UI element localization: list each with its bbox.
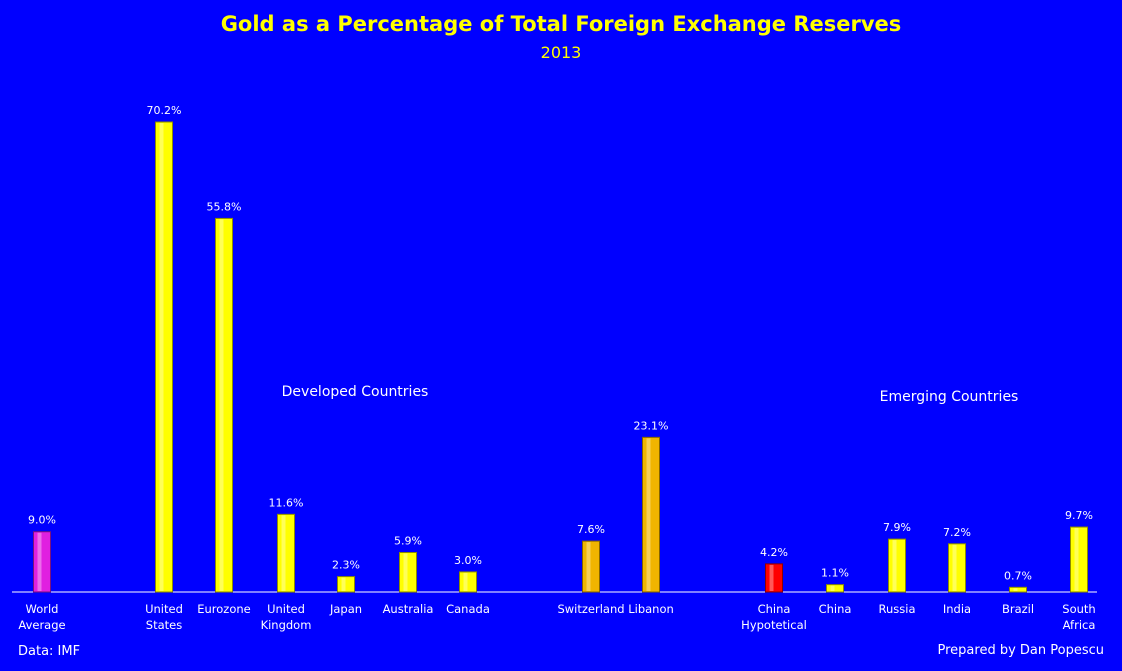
bar-highlight-china-hypotetical: [769, 564, 774, 591]
prepared-by-credit: Prepared by Dan Popescu: [938, 643, 1105, 658]
bar-brazil: [1009, 586, 1027, 593]
bar-highlight-china: [830, 585, 835, 591]
category-label-united-states: United States: [145, 602, 183, 632]
bar-world-average: [33, 531, 51, 593]
category-label-china: China: [819, 602, 852, 616]
bar-highlight-japan: [341, 577, 346, 591]
data-source: Data: IMF: [18, 644, 80, 659]
bar-highlight-south-africa: [1074, 528, 1079, 591]
value-label-brazil: 0.7%: [1004, 569, 1032, 582]
value-label-world-average: 9.0%: [28, 514, 56, 527]
value-label-south-africa: 9.7%: [1065, 509, 1093, 522]
category-label-australia: Australia: [383, 602, 434, 616]
developed-countries-annotation: Developed Countries: [282, 384, 429, 400]
category-label-united-kingdom: United Kingdom: [261, 602, 312, 632]
bar-south-africa: [1070, 526, 1088, 593]
value-label-united-kingdom: 11.6%: [269, 496, 304, 509]
value-label-india: 7.2%: [943, 526, 971, 539]
bar-china: [826, 584, 844, 593]
bar-united-states: [155, 121, 173, 593]
bar-canada: [459, 571, 477, 593]
bar-highlight-switzerland: [586, 542, 591, 591]
value-label-china-hypotetical: 4.2%: [760, 546, 788, 559]
category-label-brazil: Brazil: [1002, 602, 1034, 616]
emerging-countries-annotation: Emerging Countries: [880, 389, 1019, 405]
bar-highlight-canada: [463, 572, 468, 591]
category-labels-group: World Average United States Eurozone United Ki…: [18, 602, 1095, 632]
category-label-japan: Japan: [329, 602, 362, 616]
bar-highlight-united-states: [159, 123, 164, 591]
category-label-china-hypotetical: China Hypotetical: [741, 602, 807, 632]
value-labels-group: 9.0% 70.2% 55.8% 11.6% 2.3% 5.9% 3.0% 7.6% 23.1%…: [28, 104, 1093, 582]
bar-eurozone: [215, 217, 233, 593]
bars-group: [33, 121, 1088, 593]
value-label-libanon: 23.1%: [634, 419, 669, 432]
value-label-australia: 5.9%: [394, 534, 422, 547]
bar-highlight-australia: [403, 553, 408, 591]
category-label-world-average: World Average: [18, 602, 65, 632]
category-label-canada: Canada: [446, 602, 490, 616]
category-label-russia: Russia: [879, 602, 916, 616]
chart-title: Gold as a Percentage of Total Foreign Ex…: [221, 12, 902, 36]
value-label-russia: 7.9%: [883, 521, 911, 534]
bar-india: [948, 543, 966, 593]
bar-switzerland: [582, 540, 600, 593]
value-label-eurozone: 55.8%: [207, 200, 242, 213]
bar-china-hypotetical: [765, 563, 783, 593]
bar-highlight-libanon: [646, 438, 651, 591]
chart-subtitle: 2013: [541, 43, 582, 62]
category-label-south-africa: South Africa: [1062, 602, 1095, 632]
category-label-eurozone: Eurozone: [197, 602, 251, 616]
value-label-united-states: 70.2%: [147, 104, 182, 117]
bar-united-kingdom: [277, 513, 295, 593]
bar-japan: [337, 576, 355, 593]
category-label-libanon: Libanon: [628, 602, 674, 616]
category-label-india: India: [943, 602, 971, 616]
bar-libanon: [642, 436, 660, 593]
value-label-canada: 3.0%: [454, 554, 482, 567]
value-label-japan: 2.3%: [332, 559, 360, 572]
category-label-switzerland: Switzerland: [557, 602, 624, 616]
bar-highlight-russia: [892, 540, 897, 591]
bar-russia: [888, 538, 906, 593]
value-label-china: 1.1%: [821, 567, 849, 580]
bar-highlight-brazil: [1013, 588, 1018, 591]
bar-highlight-india: [952, 544, 957, 591]
bar-australia: [399, 551, 417, 593]
bar-highlight-united-kingdom: [281, 515, 286, 591]
bar-highlight-eurozone: [219, 219, 224, 591]
value-label-switzerland: 7.6%: [577, 523, 605, 536]
bar-highlight-world-average: [37, 532, 42, 591]
